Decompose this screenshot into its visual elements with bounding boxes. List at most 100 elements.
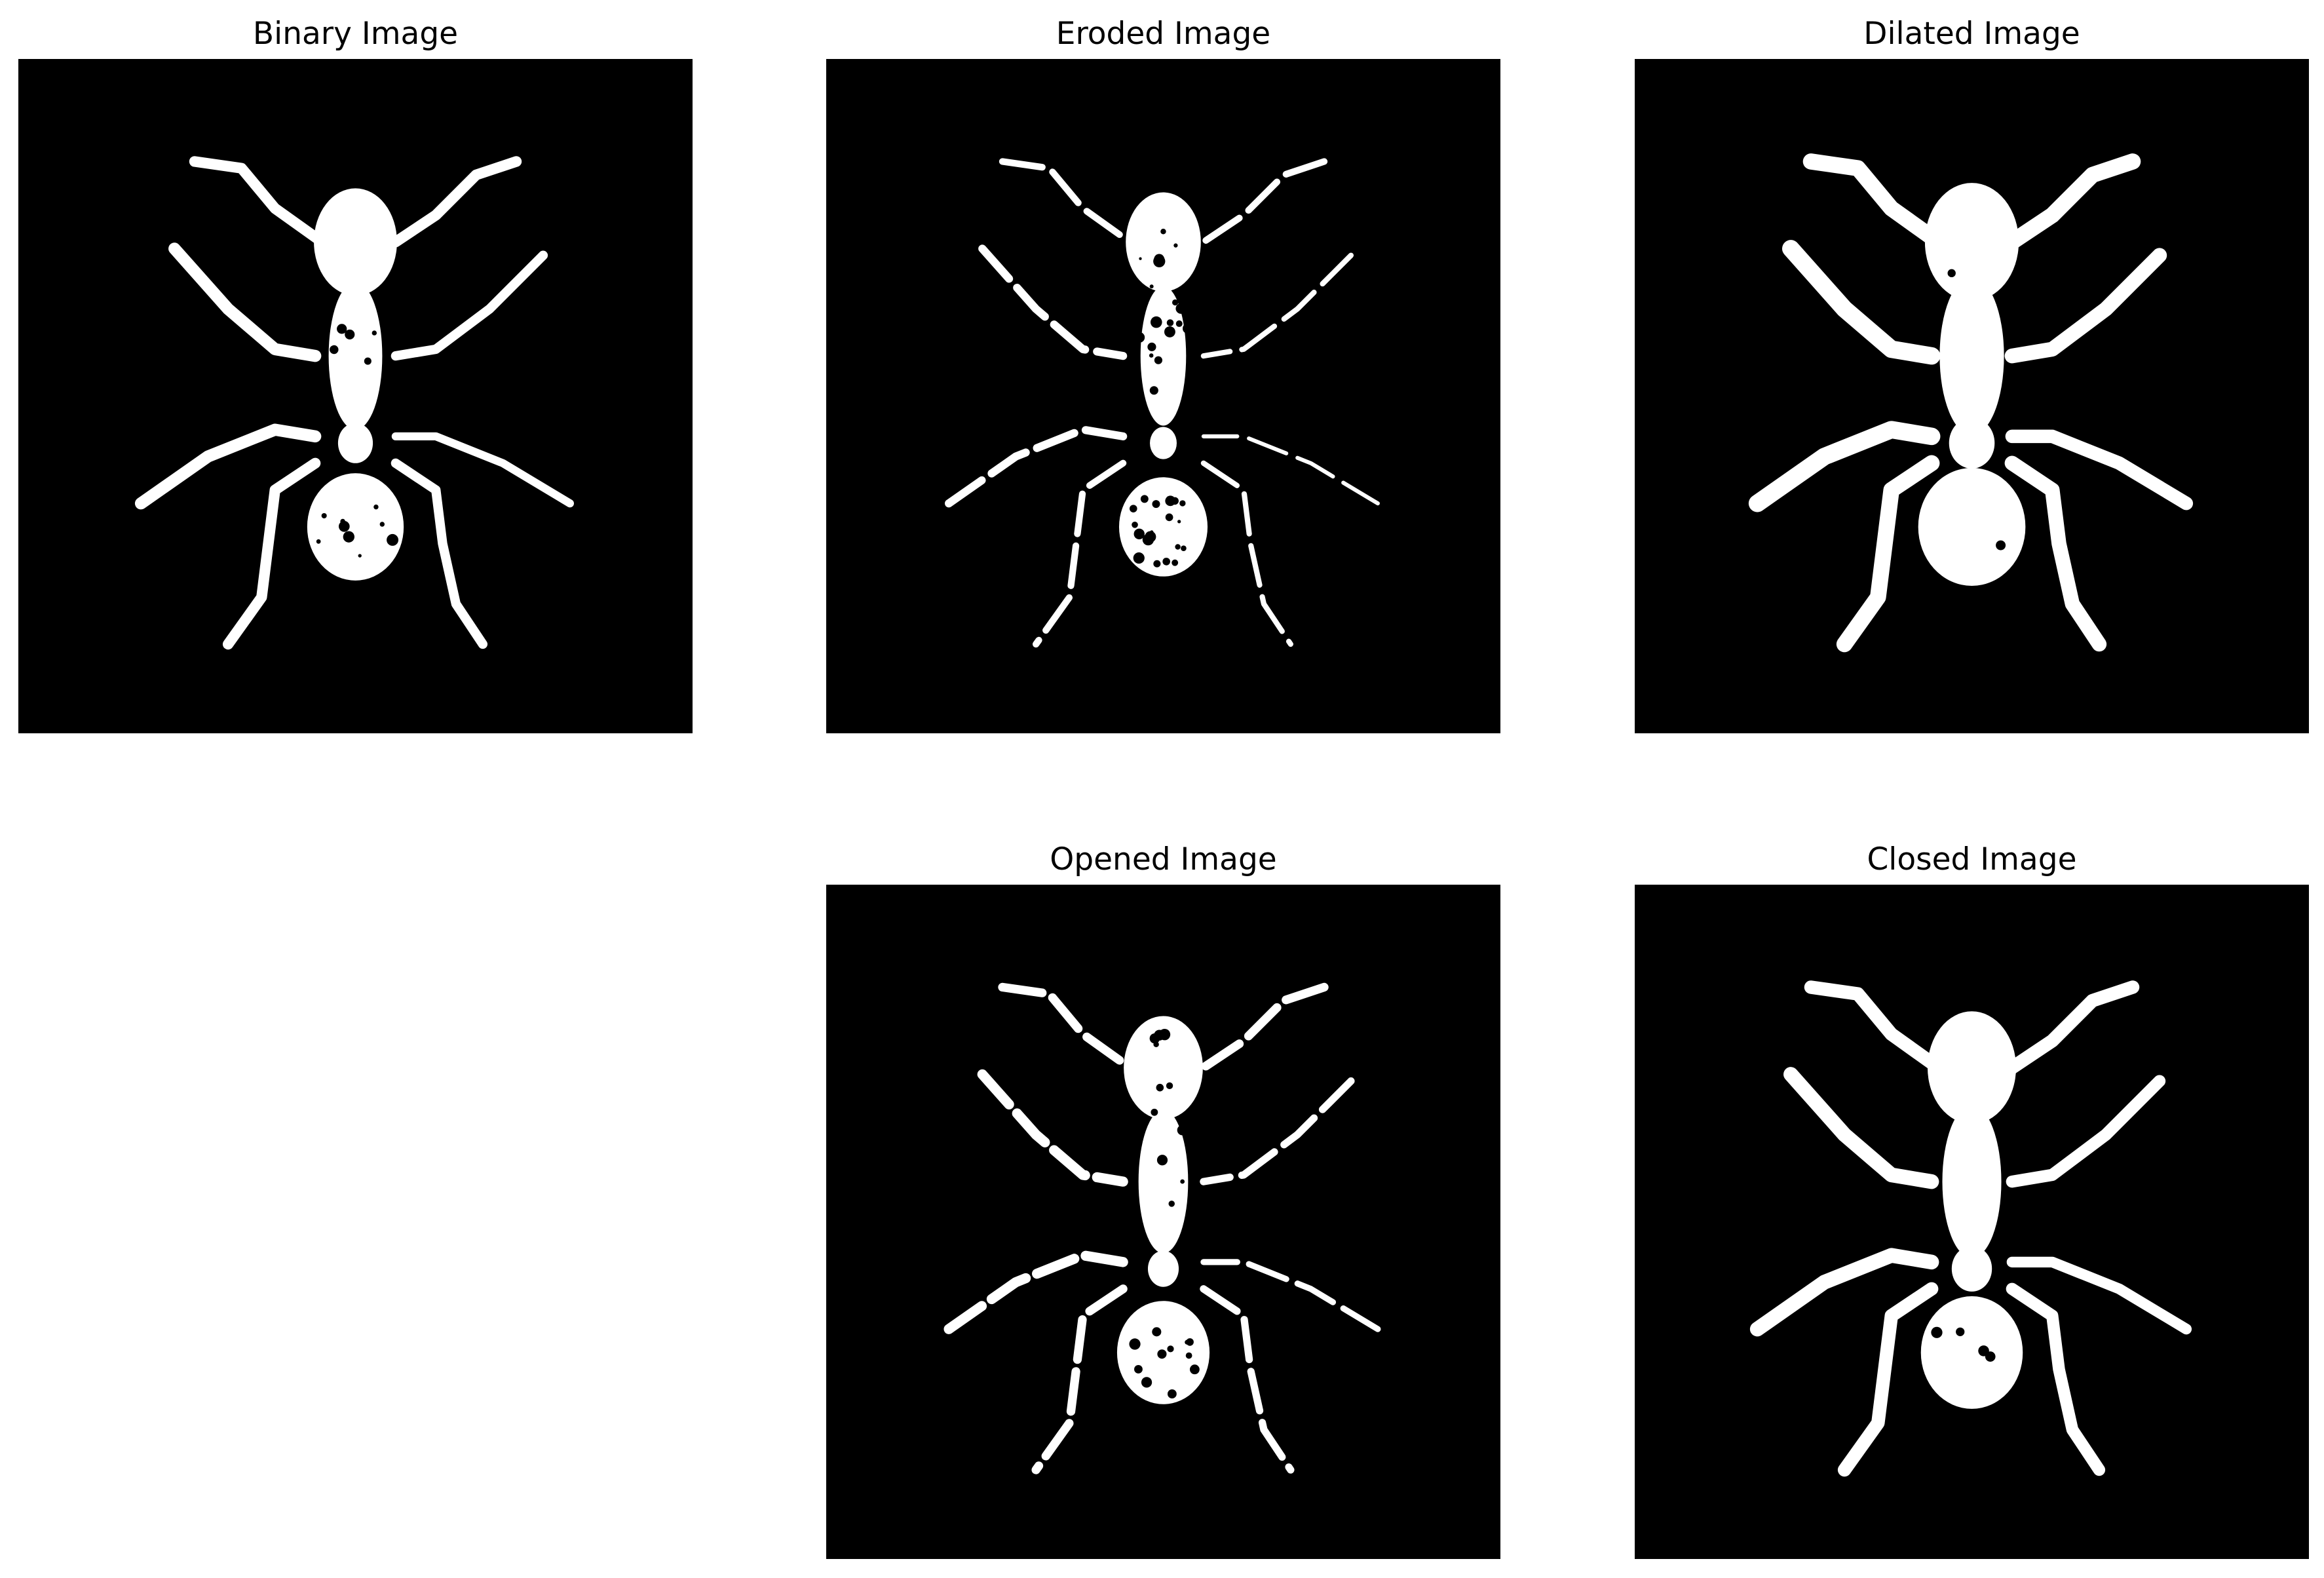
ant-head	[1126, 192, 1201, 292]
noise-holes	[316, 324, 399, 558]
front-leg-left	[1781, 240, 1941, 365]
noise-hole	[1166, 319, 1174, 326]
noise-hole	[1154, 1030, 1165, 1041]
antenna-left	[1802, 153, 1947, 250]
noise-hole	[1175, 303, 1187, 314]
antenna-right	[1200, 158, 1328, 246]
noise-hole	[1147, 342, 1156, 351]
hind-leg-left	[1836, 455, 1940, 653]
noise-hole	[1153, 255, 1166, 267]
mid-leg-right	[2006, 1256, 2192, 1335]
noise-holes	[1947, 269, 2006, 550]
ant-head	[314, 188, 397, 296]
ant-gaster	[1918, 467, 2026, 587]
ant-shape	[943, 982, 1381, 1474]
noise-hole	[1153, 560, 1161, 568]
noise-hole	[1156, 1155, 1168, 1166]
noise-hole	[364, 357, 371, 365]
hind-leg-left	[1033, 459, 1127, 648]
noise-hole	[1166, 1082, 1173, 1089]
hind-leg-right	[391, 458, 488, 649]
mid-leg-right	[1200, 1259, 1381, 1332]
antenna-left	[998, 982, 1134, 1072]
mid-leg-right	[2005, 429, 2194, 510]
noise-hole	[358, 554, 362, 558]
noise-hole	[1151, 1108, 1158, 1116]
hind-leg-left	[1837, 1282, 1939, 1477]
noise-hole	[1162, 558, 1170, 566]
noise-hole	[330, 345, 339, 355]
ant-gaster	[1118, 477, 1208, 577]
noise-hole	[1172, 299, 1179, 306]
noise-hole	[316, 539, 321, 544]
noise-hole	[1156, 1083, 1164, 1092]
noise-hole	[1157, 1349, 1167, 1359]
noise-hole	[1167, 1345, 1174, 1353]
noise-hole	[1180, 1179, 1185, 1184]
ant-petiole	[337, 423, 373, 463]
mid-leg-right	[1201, 434, 1380, 506]
ant-thorax	[1939, 277, 2004, 435]
ant-thorax	[1138, 1109, 1189, 1254]
image-dilated	[1635, 59, 2309, 733]
noise-hole	[1985, 1351, 1996, 1362]
front-leg-right	[2006, 1075, 2166, 1188]
noise-hole	[1996, 540, 2006, 550]
noise-holes	[1129, 1028, 1200, 1398]
front-leg-left	[168, 242, 322, 362]
ant-petiole	[1949, 417, 1995, 469]
mid-leg-left	[945, 425, 1128, 508]
noise-hole	[1947, 269, 1956, 278]
noise-hole	[1140, 495, 1149, 503]
noise-hole	[1183, 284, 1194, 294]
noise-hole	[1956, 1327, 1965, 1336]
ant-thorax	[328, 282, 383, 430]
noise-hole	[1185, 1352, 1192, 1359]
hind-leg-right	[1200, 1285, 1295, 1474]
mid-leg-left	[134, 423, 322, 510]
mid-leg-left	[1749, 1248, 1939, 1337]
ant-gaster	[1920, 1296, 2023, 1409]
ant-head	[1927, 1011, 2017, 1125]
noise-hole	[1129, 285, 1140, 296]
panel-opened: Opened Image	[826, 839, 1500, 1560]
hind-leg-right	[1200, 460, 1293, 647]
ant-shape	[1748, 153, 2194, 653]
panel-dilated: Dilated Image	[1635, 13, 2309, 734]
antenna-left	[189, 156, 328, 248]
noise-hole	[1186, 1338, 1194, 1346]
antenna-right	[2004, 153, 2141, 250]
noise-hole	[345, 329, 355, 339]
ant-gaster	[307, 473, 404, 581]
ant-thorax	[1942, 1105, 2002, 1258]
noise-hole	[1188, 1125, 1196, 1133]
noise-hole	[338, 520, 350, 532]
noise-hole	[1130, 300, 1137, 307]
noise-hole	[1133, 552, 1145, 564]
ant-head	[1124, 1016, 1203, 1119]
noise-hole	[1133, 528, 1145, 539]
ant-silhouette-binary	[134, 156, 574, 650]
noise-hole	[387, 533, 399, 546]
ant-silhouette-closed	[1749, 980, 2192, 1477]
antenna-left	[1804, 980, 1945, 1075]
noise-hole	[337, 324, 347, 334]
noise-hole	[1129, 1338, 1141, 1350]
noise-hole	[1149, 353, 1154, 358]
ant-petiole	[1150, 427, 1177, 459]
noise-hole	[1183, 323, 1193, 334]
noise-hole	[1171, 497, 1179, 505]
noise-hole	[1167, 1389, 1177, 1398]
noise-hole	[1154, 356, 1163, 364]
mid-leg-right	[391, 432, 574, 508]
antenna-left	[999, 158, 1133, 246]
noise-hole	[1160, 229, 1166, 235]
noise-hole	[1181, 545, 1187, 551]
panel-title-dilated: Dilated Image	[1863, 16, 2080, 52]
noise-hole	[1134, 332, 1145, 343]
noise-hole	[343, 531, 354, 543]
hind-leg-right	[2004, 455, 2107, 652]
noise-hole	[1179, 500, 1186, 507]
panel-title-closed: Closed Image	[1867, 841, 2077, 877]
noise-hole	[1164, 326, 1175, 337]
